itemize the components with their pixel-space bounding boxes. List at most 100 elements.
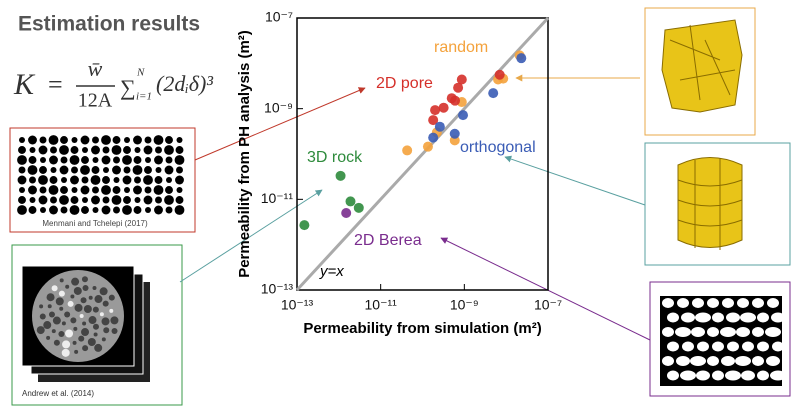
grain xyxy=(741,370,755,381)
grain xyxy=(93,332,98,337)
x-tick-label: 10⁻¹¹ xyxy=(365,297,398,313)
pore xyxy=(111,195,122,205)
pore xyxy=(133,185,142,195)
pore xyxy=(60,136,68,144)
pore xyxy=(132,165,143,175)
grain xyxy=(36,326,45,335)
pore xyxy=(29,147,36,153)
pore xyxy=(70,196,79,204)
pore xyxy=(145,157,151,163)
pore xyxy=(133,156,142,164)
pore xyxy=(164,145,174,155)
pore xyxy=(134,147,141,153)
pore xyxy=(123,196,131,204)
pore xyxy=(122,175,132,185)
pore xyxy=(176,137,183,143)
pore xyxy=(38,175,48,185)
pore xyxy=(155,196,162,204)
pore xyxy=(123,146,131,154)
grain xyxy=(690,356,706,366)
pore xyxy=(124,187,130,193)
pore xyxy=(81,176,89,184)
pore xyxy=(143,175,153,185)
pore xyxy=(101,185,111,195)
grain xyxy=(767,298,779,308)
grain xyxy=(101,337,106,342)
grain xyxy=(83,304,92,313)
pore xyxy=(102,176,110,184)
pore xyxy=(166,177,172,183)
grain xyxy=(742,341,754,352)
y-tick-label: 10⁻⁹ xyxy=(264,99,293,115)
formula-term: (2dᵢδ)³ xyxy=(156,71,213,96)
grain xyxy=(771,312,785,323)
point xyxy=(438,102,449,113)
grain xyxy=(662,356,674,366)
formula: K = w̄ 12A ∑ i=1 N (2dᵢδ)³ xyxy=(13,56,213,112)
grain xyxy=(62,340,71,349)
grain xyxy=(765,327,781,337)
pore xyxy=(60,156,68,164)
pore xyxy=(50,167,57,173)
grain xyxy=(726,312,740,323)
pore xyxy=(145,207,151,213)
pore xyxy=(112,165,121,175)
ct-image xyxy=(36,276,119,357)
point xyxy=(458,110,469,121)
pore xyxy=(59,165,69,175)
point xyxy=(345,196,356,207)
pore xyxy=(39,186,47,194)
grain xyxy=(770,370,786,381)
pore xyxy=(50,146,57,154)
grain xyxy=(43,321,52,330)
pore xyxy=(143,145,153,155)
grain xyxy=(92,286,97,291)
grain xyxy=(82,321,87,326)
grain xyxy=(51,329,56,334)
x-tick-label: 10⁻⁹ xyxy=(450,297,479,313)
pore xyxy=(17,155,27,165)
grain xyxy=(52,316,61,325)
pore xyxy=(40,207,46,213)
pore xyxy=(153,185,164,195)
pore xyxy=(70,175,79,185)
pore xyxy=(38,145,48,155)
pore xyxy=(101,135,111,145)
x-tick-label: 10⁻¹³ xyxy=(281,297,314,313)
pore xyxy=(48,185,59,195)
pore xyxy=(59,195,69,205)
pore xyxy=(81,156,89,164)
pore xyxy=(82,197,88,203)
grain xyxy=(757,341,769,352)
grain xyxy=(74,349,79,354)
pore xyxy=(133,135,142,145)
pore xyxy=(92,136,99,144)
grain xyxy=(712,370,724,381)
pore xyxy=(113,177,120,183)
formula-upper: N xyxy=(136,67,145,79)
grain xyxy=(725,370,741,381)
pore xyxy=(69,205,80,215)
grain xyxy=(675,327,691,337)
grain xyxy=(108,294,115,301)
grain xyxy=(80,297,87,304)
grain xyxy=(757,312,769,323)
grain xyxy=(103,327,110,334)
grain xyxy=(51,285,58,292)
grain xyxy=(94,295,103,304)
grain xyxy=(82,345,89,352)
pore xyxy=(164,195,174,205)
grain xyxy=(677,298,689,308)
grain xyxy=(99,287,108,296)
pore xyxy=(17,175,27,185)
pore xyxy=(48,135,59,145)
pore xyxy=(165,156,173,164)
pore xyxy=(28,185,37,195)
point xyxy=(430,105,441,116)
pore xyxy=(81,206,89,214)
grain xyxy=(92,323,99,330)
pore xyxy=(28,135,37,145)
pore xyxy=(80,165,90,175)
grain xyxy=(667,370,679,381)
grain xyxy=(65,284,70,289)
